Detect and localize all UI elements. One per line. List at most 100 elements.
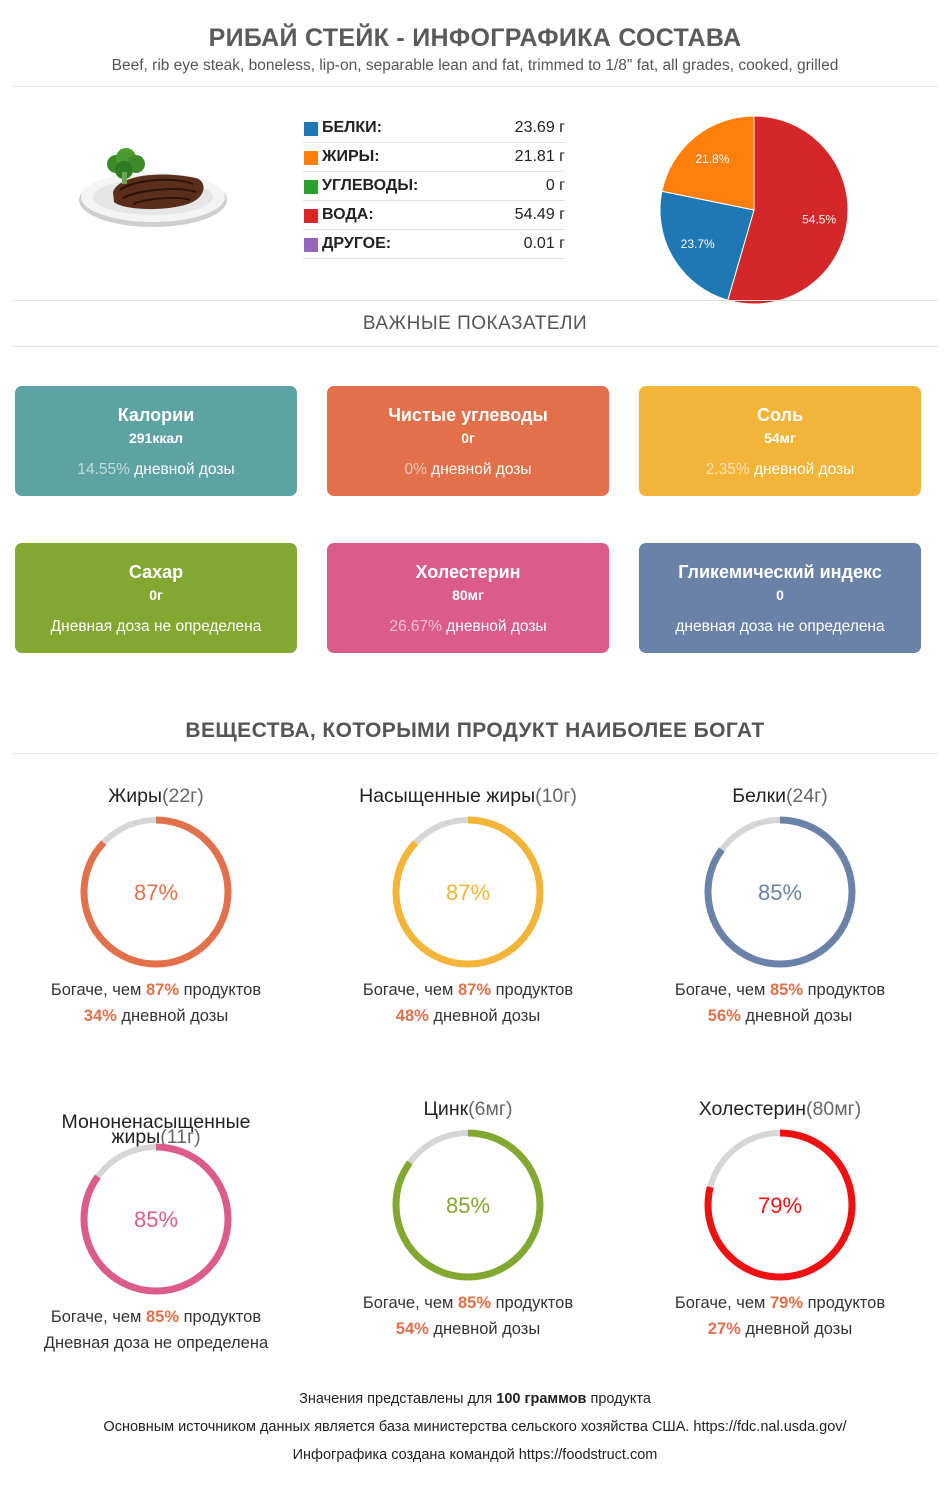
rich-item: Мононенасыщенные жиры(11г) 85% Богаче, чем… <box>6 1093 306 1353</box>
indicator-dose-percent: 0% <box>404 461 427 478</box>
indicator-name: Гликемический индекс <box>678 562 882 582</box>
daily-dose-percent: 54% <box>395 1320 429 1338</box>
ring-percent-label: 85% <box>446 1193 490 1218</box>
richer-than-line: Богаче, чем 85% продуктов <box>630 981 930 1000</box>
indicator-card: Холестерин 80мг 26.67% дневной дозы <box>327 543 609 653</box>
indicator-daily-dose: 14.55% дневной дозы <box>15 461 297 479</box>
composition-value: 0 г <box>545 177 565 194</box>
indicator-daily-dose: 26.67% дневной дозы <box>327 618 609 636</box>
indicator-dose-text: дневной дозы <box>441 618 547 635</box>
rich-ring-gauge: 87% <box>392 816 544 968</box>
legend-swatch <box>304 209 318 223</box>
rich-item-name: Цинк(6мг) <box>318 1099 618 1119</box>
richer-than-line: Богаче, чем 87% продуктов <box>318 981 618 1000</box>
ring-fill <box>80 1143 232 1295</box>
indicator-name: Соль <box>756 405 804 425</box>
rich-item-amount: (11г) <box>160 1126 201 1148</box>
ring-fill <box>392 1129 544 1281</box>
composition-row: ЖИРЫ: 21.81 г <box>303 143 565 172</box>
rich-item-amount: (6мг) <box>468 1098 513 1120</box>
rich-item: Жиры(22г) 87% Богаче, чем 87% продуктов 34%… <box>6 780 306 1040</box>
richer-than-line: Богаче, чем 85% продуктов <box>6 1308 306 1327</box>
pie-slice <box>659 190 755 301</box>
daily-dose-percent: 34% <box>83 1007 117 1025</box>
richer-prefix: Богаче, чем <box>50 981 146 999</box>
rich-item-amount: (22г) <box>161 785 204 807</box>
rich-item-name: Жиры(22г) <box>6 786 306 806</box>
composition-name: ЖИРЫ: <box>322 148 380 165</box>
richer-percent: 85% <box>145 1308 180 1326</box>
divider <box>12 300 938 301</box>
indicator-value: 54мг <box>764 430 796 446</box>
indicator-daily-dose: 2.35% дневной дозы <box>639 461 921 479</box>
indicator-name: Сахар <box>128 562 184 582</box>
rich-item-label: Мононенасыщенные жиры <box>61 1111 251 1148</box>
rich-item-amount: (10г) <box>535 785 577 807</box>
daily-dose-undefined: Дневная доза не определена <box>43 1334 269 1352</box>
indicator-name: Холестерин <box>415 562 521 582</box>
page-title: РИБАЙ СТЕЙК - ИНФОГРАФИКА СОСТАВА <box>208 24 742 52</box>
composition-name: БЕЛКИ: <box>322 119 382 136</box>
composition-row: ДРУГОЕ: 0.01 г <box>303 230 565 259</box>
legend-swatch <box>304 122 318 136</box>
richer-prefix: Богаче, чем <box>674 981 770 999</box>
rich-item: Насыщенные жиры(10г) 87% Богаче, чем 87% п… <box>318 780 618 1040</box>
pie-slice-label: 54.5% <box>802 212 836 226</box>
footer-credit: Инфографика создана командой https://foo… <box>292 1447 658 1463</box>
legend-swatch <box>304 180 318 194</box>
indicator-card: Чистые углеводы 0г 0% дневной дозы <box>327 386 609 496</box>
ring-fill <box>392 816 544 968</box>
richer-prefix: Богаче, чем <box>362 981 458 999</box>
composition-name: ВОДА: <box>322 206 374 223</box>
indicator-dose-text: Дневная доза не определена <box>50 618 262 635</box>
indicator-dose-percent: 2.35% <box>705 461 750 478</box>
ring-fill <box>80 816 232 968</box>
rich-ring-gauge: 85% <box>704 816 856 968</box>
rich-item-label: Белки <box>732 785 786 807</box>
richer-percent: 87% <box>145 981 180 999</box>
ring-fill <box>704 816 856 968</box>
richer-suffix: продуктов <box>179 1308 262 1326</box>
composition-value: 21.81 г <box>514 148 565 165</box>
rich-item: Цинк(6мг) 85% Богаче, чем 85% продуктов 54%… <box>318 1093 618 1353</box>
indicator-dose-text: дневной дозы <box>129 461 235 478</box>
footer-note: Значения представлены для 100 граммов пр… <box>0 1391 950 1407</box>
indicator-dose-text: дневной дозы <box>426 461 532 478</box>
composition-value: 54.49 г <box>514 206 565 223</box>
composition-row: ВОДА: 54.49 г <box>303 201 565 230</box>
composition-pie-chart: 54.5% 23.7% 21.8% <box>659 115 849 305</box>
daily-dose-suffix: дневной дозы <box>740 1320 853 1338</box>
indicator-value: 0г <box>461 430 475 446</box>
richer-percent: 85% <box>769 981 804 999</box>
indicator-daily-dose: Дневная доза не определена <box>15 618 297 636</box>
rich-item-label: Насыщенные жиры <box>359 785 536 807</box>
composition-value: 23.69 г <box>514 119 565 136</box>
daily-dose-line: 56% дневной дозы <box>630 1007 930 1026</box>
indicator-dose-text: дневная доза не определена <box>675 618 885 635</box>
ring-fill <box>704 1129 856 1281</box>
richer-percent: 79% <box>769 1294 804 1312</box>
indicator-name: Чистые углеводы <box>388 405 548 425</box>
footer-note-post: продукта <box>586 1391 651 1407</box>
indicator-dose-percent: 26.67% <box>389 618 442 635</box>
composition-row: БЕЛКИ: 23.69 г <box>303 114 565 143</box>
daily-dose-line: Дневная доза не определена <box>6 1334 306 1353</box>
indicator-name: Калории <box>117 405 195 425</box>
important-section-title: ВАЖНЫЕ ПОКАЗАТЕЛИ <box>362 313 588 334</box>
richer-suffix: продуктов <box>803 1294 886 1312</box>
composition-row: УГЛЕВОДЫ: 0 г <box>303 172 565 201</box>
daily-dose-suffix: дневной дозы <box>428 1007 541 1025</box>
divider <box>12 86 938 87</box>
rich-section-title: ВЕЩЕСТВА, КОТОРЫМИ ПРОДУКТ НАИБОЛЕЕ БОГА… <box>185 719 765 742</box>
daily-dose-line: 54% дневной дозы <box>318 1320 618 1339</box>
ring-percent-label: 85% <box>758 880 802 905</box>
rich-ring-gauge: 85% <box>392 1129 544 1281</box>
divider <box>12 753 938 754</box>
footer-note-bold: 100 граммов <box>496 1391 587 1407</box>
rich-item-name: Холестерин(80мг) <box>630 1099 930 1119</box>
legend-swatch <box>304 151 318 165</box>
divider <box>12 346 938 347</box>
indicator-card: Гликемический индекс 0 дневная доза не опр… <box>639 543 921 653</box>
composition-name: ДРУГОЕ: <box>322 235 392 252</box>
richer-suffix: продуктов <box>803 981 886 999</box>
